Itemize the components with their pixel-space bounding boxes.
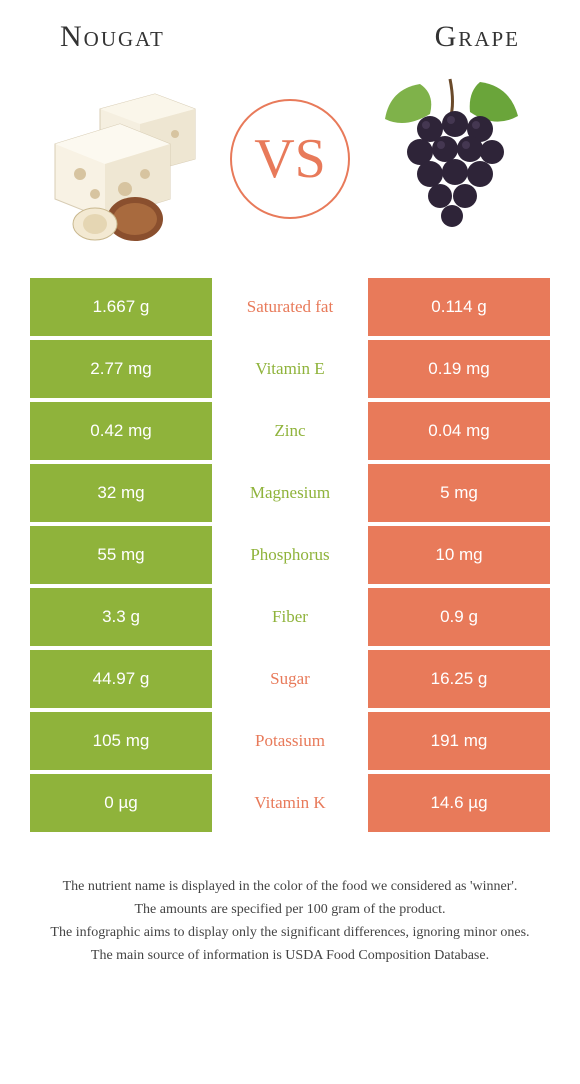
left-value: 2.77 mg [30,340,212,398]
left-value: 1.667 g [30,278,212,336]
hero-row: VS [30,74,550,244]
left-value: 0 µg [30,774,212,832]
table-row: 105 mgPotassium191 mg [30,712,550,770]
right-value: 14.6 µg [368,774,550,832]
left-value: 105 mg [30,712,212,770]
table-row: 32 mgMagnesium5 mg [30,464,550,522]
left-value: 32 mg [30,464,212,522]
nougat-image [40,74,220,244]
footer-notes: The nutrient name is displayed in the co… [30,876,550,966]
footer-line: The infographic aims to display only the… [40,922,540,943]
nutrient-label: Saturated fat [212,278,368,336]
nutrient-label: Potassium [212,712,368,770]
right-value: 0.04 mg [368,402,550,460]
grape-image [360,74,540,244]
left-value: 0.42 mg [30,402,212,460]
nutrient-label: Fiber [212,588,368,646]
table-row: 1.667 gSaturated fat0.114 g [30,278,550,336]
right-value: 191 mg [368,712,550,770]
table-row: 2.77 mgVitamin E0.19 mg [30,340,550,398]
comparison-table: 1.667 gSaturated fat0.114 g2.77 mgVitami… [30,274,550,836]
table-row: 55 mgPhosphorus10 mg [30,526,550,584]
vs-badge: VS [230,99,350,219]
left-value: 44.97 g [30,650,212,708]
table-row: 44.97 gSugar16.25 g [30,650,550,708]
nutrient-label: Vitamin E [212,340,368,398]
footer-line: The main source of information is USDA F… [40,945,540,966]
left-title: Nougat [60,20,165,54]
footer-line: The nutrient name is displayed in the co… [40,876,540,897]
right-value: 16.25 g [368,650,550,708]
header: Nougat Grape [30,20,550,54]
left-value: 3.3 g [30,588,212,646]
right-value: 0.114 g [368,278,550,336]
nutrient-label: Vitamin K [212,774,368,832]
right-value: 0.19 mg [368,340,550,398]
table-row: 0.42 mgZinc0.04 mg [30,402,550,460]
nutrient-label: Sugar [212,650,368,708]
right-value: 10 mg [368,526,550,584]
right-value: 5 mg [368,464,550,522]
nutrient-label: Magnesium [212,464,368,522]
right-title: Grape [435,20,520,54]
right-value: 0.9 g [368,588,550,646]
table-row: 3.3 gFiber0.9 g [30,588,550,646]
left-value: 55 mg [30,526,212,584]
table-row: 0 µgVitamin K14.6 µg [30,774,550,832]
nutrient-label: Zinc [212,402,368,460]
nutrient-label: Phosphorus [212,526,368,584]
footer-line: The amounts are specified per 100 gram o… [40,899,540,920]
